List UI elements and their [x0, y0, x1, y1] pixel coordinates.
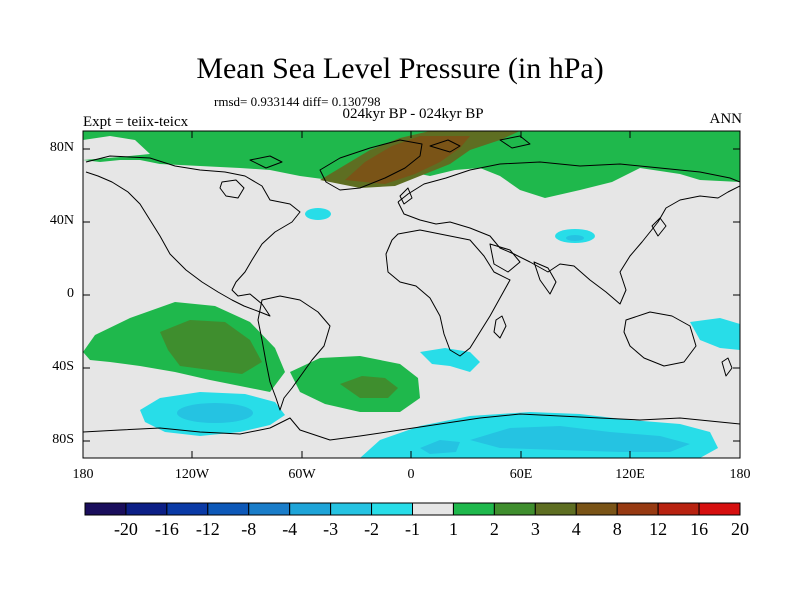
colorbar-label: -20 [113, 519, 138, 539]
colorbar-swatch [452, 502, 495, 516]
colorbar-swatch [330, 502, 373, 516]
coastlines [83, 135, 740, 441]
colorbar-label: 3 [530, 519, 540, 539]
colorbar-swatch [698, 502, 741, 516]
subtitle-left: Expt = teiix-teicx [83, 114, 189, 130]
field-asia-blue [566, 235, 584, 241]
field-australia-cyan [690, 318, 740, 350]
subtitle-right: ANN [709, 111, 743, 127]
colorbar-label: 16 [690, 519, 709, 539]
field-africa-cyan [420, 348, 480, 372]
colorbar-swatch [371, 502, 413, 516]
stats-text: rmsd= 0.933144 diff= 0.130798 [214, 94, 381, 109]
colorbar-swatch [657, 502, 700, 516]
lat-label-80n: 80N [49, 140, 74, 155]
colorbar-swatch [84, 502, 127, 516]
colorbar [84, 502, 741, 516]
colorbar-label: 1 [448, 519, 458, 539]
lat-label-80s: 80S [52, 432, 74, 447]
colorbar-label: -8 [241, 519, 257, 539]
colorbar-label: 20 [731, 519, 749, 539]
colorbar-swatch [493, 502, 536, 516]
colorbar-swatch [289, 502, 332, 516]
colorbar-swatch [534, 502, 577, 516]
lon-label-60e: 60E [509, 467, 533, 482]
colorbar-swatch [166, 502, 209, 516]
colorbar-swatch [616, 502, 659, 516]
lon-label-120e: 120E [615, 467, 645, 482]
lon-label-180-right: 180 [729, 467, 751, 482]
subtitle-center: 024kyr BP - 024kyr BP [342, 106, 484, 122]
field-north-blue-strip [83, 136, 150, 160]
field-south-atlantic-olive [340, 376, 398, 398]
colorbar-label: -16 [154, 519, 179, 539]
colorbar-label: -2 [364, 519, 380, 539]
colorbar-swatch [207, 502, 250, 516]
lat-label-40n: 40N [49, 213, 74, 228]
colorbar-swatch [412, 502, 454, 516]
lon-label-120w: 120W [174, 467, 210, 482]
field-south-pacific-olive [160, 320, 262, 374]
lat-ticks [83, 148, 740, 442]
colorbar-label: 8 [612, 519, 622, 539]
field-southern-pacific-blue [177, 403, 253, 423]
colorbar-swatch [575, 502, 618, 516]
lat-label-0: 0 [67, 286, 74, 301]
colorbar-label: -12 [195, 519, 220, 539]
colorbar-label: 2 [489, 519, 499, 539]
lat-label-40s: 40S [52, 359, 74, 374]
colorbar-label: 12 [649, 519, 668, 539]
colorbar-label: -1 [405, 519, 420, 539]
lon-label-0: 0 [407, 467, 415, 482]
lon-label-60w: 60W [288, 467, 316, 482]
field-southern-indian-blue-small [420, 440, 460, 454]
field-atlantic-cyan [305, 208, 331, 220]
lon-label-180-left: 180 [72, 467, 94, 482]
lon-ticks [191, 131, 631, 458]
colorbar-swatch [248, 502, 291, 516]
field-greenland-brown [345, 136, 470, 184]
colorbar-label: -4 [282, 519, 298, 539]
colorbar-label: 4 [571, 519, 581, 539]
field-southern-indian-blue [470, 426, 690, 452]
colorbar-swatch [125, 502, 168, 516]
plot-title: Mean Sea Level Pressure (in hPa) [196, 52, 604, 85]
colorbar-label: -3 [323, 519, 339, 539]
